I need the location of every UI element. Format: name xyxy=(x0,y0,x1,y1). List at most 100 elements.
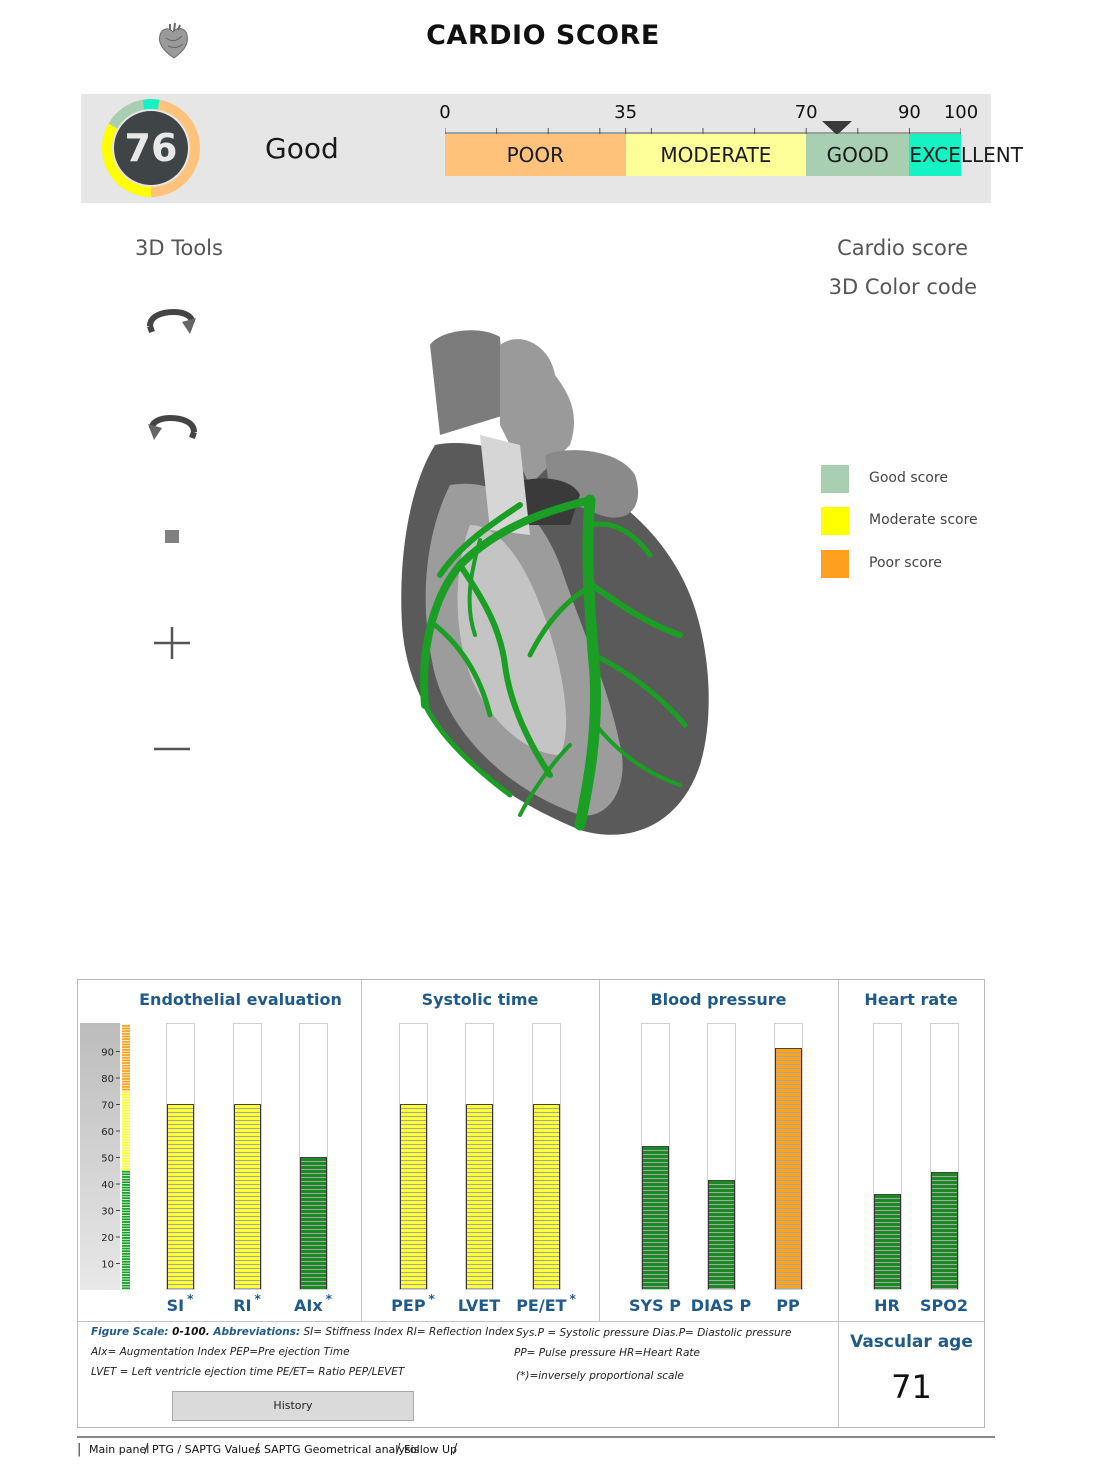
bar-label: PP xyxy=(776,1296,800,1315)
legend-title: Cardio score xyxy=(837,236,968,260)
bar-label: SPO2 xyxy=(920,1296,968,1315)
score-value: 76 xyxy=(124,126,178,170)
bar-track xyxy=(641,1023,670,1290)
scale-strip-cell xyxy=(122,1239,130,1242)
scale-strip-cell xyxy=(122,1205,130,1208)
scale-strip-cell xyxy=(122,1112,130,1115)
heart-3d-model[interactable] xyxy=(380,325,730,845)
y-tick-label: 80 xyxy=(101,1074,114,1085)
scale-strip-cell xyxy=(122,1213,130,1216)
section-title: Blood pressure xyxy=(650,990,787,1009)
section-title: Endothelial evaluation xyxy=(139,990,342,1009)
bar-label: PEP * xyxy=(391,1292,435,1315)
y-tick-label: 10 xyxy=(101,1260,114,1271)
history-button[interactable]: History xyxy=(172,1391,414,1421)
y-tick-label: 50 xyxy=(101,1154,114,1165)
bar-track xyxy=(465,1023,494,1290)
scale-segment-poor: POOR xyxy=(445,134,626,176)
zoom-out-icon[interactable] xyxy=(146,727,198,771)
scale-strip-cell xyxy=(122,1109,130,1112)
scale-strip-cell xyxy=(122,1168,130,1170)
scale-strip-cell xyxy=(122,1274,130,1276)
scale-strip-cell xyxy=(122,1231,130,1234)
scale-strip-cell xyxy=(122,1093,130,1096)
page-title: CARDIO SCORE xyxy=(426,20,660,51)
scale-strip-cell xyxy=(122,1125,130,1128)
bar xyxy=(874,1193,901,1289)
bar-label: SI * xyxy=(166,1292,194,1315)
scale-strip-cell xyxy=(122,1067,130,1070)
scale-strip-cell xyxy=(122,1202,130,1205)
scale-segment-excellent: EXCELLENT xyxy=(909,134,1023,176)
score-band: 76 Good 0 35 70 90 100 POOR MODERATE GOOD EXCEL… xyxy=(81,94,1023,203)
y-tick-label: 90 xyxy=(101,1048,114,1059)
notes-right-2: PP= Pulse pressure HR=Heart Rate xyxy=(514,1347,700,1359)
inverse-scale-marker: * xyxy=(428,1292,435,1306)
scale-strip-cell xyxy=(122,1040,130,1043)
scale-tick-labels: 0 35 70 90 100 xyxy=(439,102,978,130)
tab-ptg-saptg-values[interactable]: PTG / SAPTG Values xyxy=(152,1443,261,1456)
scale-strip-cell xyxy=(122,1282,130,1284)
scale-tick-label: 35 xyxy=(614,102,638,123)
scale-strip-cell xyxy=(122,1088,130,1091)
scale-strip-cell xyxy=(122,1104,130,1107)
scale-strip-cell xyxy=(122,1048,130,1051)
scale-strip-cell xyxy=(122,1030,130,1033)
zoom-in-icon[interactable] xyxy=(146,621,198,665)
scale-strip-cell xyxy=(122,1043,130,1046)
scale-strip-cell xyxy=(122,1085,130,1088)
scale-tick-label: 100 xyxy=(943,102,979,123)
scale-strip-cell xyxy=(122,1138,130,1141)
scale-strip-cell xyxy=(122,1146,130,1149)
scale-strip-cell xyxy=(122,1025,130,1027)
bar xyxy=(708,1180,735,1289)
legend-label: Good score xyxy=(869,470,948,486)
scale-strip-cell xyxy=(122,1165,130,1168)
bar-track xyxy=(774,1023,803,1290)
scale-strip-cell xyxy=(122,1027,130,1030)
notes-right-3: (*)=inversely proportional scale xyxy=(516,1370,684,1382)
bar-track xyxy=(930,1023,959,1290)
rotate-left-icon[interactable] xyxy=(146,410,198,454)
scale-strip-cell xyxy=(122,1046,130,1049)
scale-strip-cell xyxy=(122,1038,130,1041)
results-panel: 10 20 30 40 50 60 70 80 90 Endothelial evaluatio… xyxy=(77,979,985,1428)
inverse-scale-marker: * xyxy=(254,1292,261,1306)
scale-strip-cell xyxy=(122,1247,130,1250)
bar-track xyxy=(166,1023,195,1290)
heart-icon xyxy=(159,22,188,59)
legend-label: Poor score xyxy=(869,555,942,571)
bar-label: LVET xyxy=(457,1296,501,1315)
legend-swatch xyxy=(821,507,849,535)
tab-main-panel[interactable]: Main panel xyxy=(89,1443,150,1456)
bar-track xyxy=(532,1023,561,1290)
scale-tick-label: 90 xyxy=(897,102,921,123)
tab-saptg-geometrical-analysis[interactable]: SAPTG Geometrical analysis xyxy=(264,1443,420,1456)
inverse-scale-marker: * xyxy=(569,1292,576,1306)
scale-strip-cell xyxy=(122,1101,130,1104)
scale-strip-cell xyxy=(122,1152,130,1155)
scale-strip-cell xyxy=(122,1287,130,1290)
bar-label: SYS P xyxy=(629,1296,681,1315)
y-tick-label: 60 xyxy=(101,1127,114,1138)
scale-strip-cell xyxy=(122,1266,130,1269)
scale-strip-cell xyxy=(122,1070,130,1072)
score-gauge xyxy=(102,99,200,197)
scale-strip-cell xyxy=(122,1215,130,1218)
scale-strip-cell xyxy=(122,1242,130,1245)
scale-strip-cell xyxy=(122,1226,130,1229)
bar-track xyxy=(707,1023,736,1290)
tab-follow-up[interactable]: Follow Up xyxy=(404,1443,458,1456)
score-marker xyxy=(822,121,853,135)
scale-strip-cell xyxy=(122,1284,130,1287)
scale-tick-label: 0 xyxy=(439,102,451,123)
scale-strip-cell xyxy=(122,1221,130,1223)
notes-line-2: AIx= Augmentation Index PEP=Pre ejection… xyxy=(91,1346,350,1358)
scale-segment-good: GOOD xyxy=(806,134,910,176)
scale-strip-cell xyxy=(122,1244,130,1247)
y-tick-label: 40 xyxy=(101,1180,114,1191)
scale-strip-cell xyxy=(122,1131,130,1133)
bar-label: DIAS P xyxy=(690,1296,752,1315)
rotate-right-icon[interactable] xyxy=(146,304,198,348)
stop-icon[interactable] xyxy=(146,514,198,558)
